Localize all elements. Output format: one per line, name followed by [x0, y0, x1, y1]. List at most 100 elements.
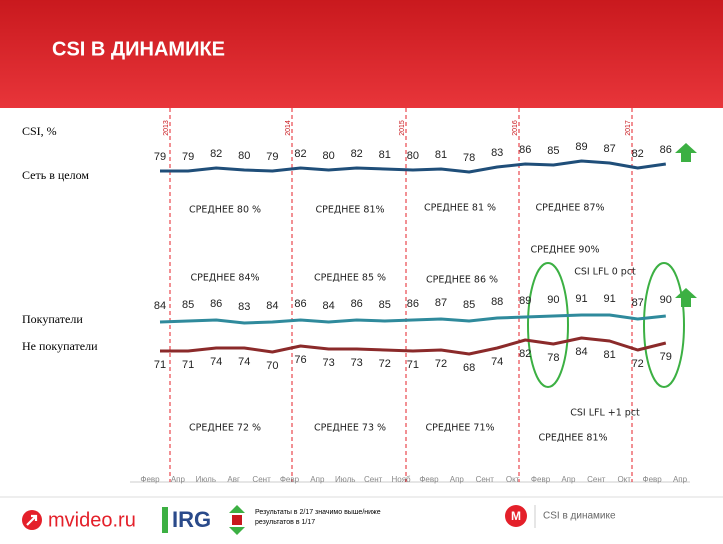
year-label: 2014 — [285, 120, 292, 136]
footnote: Результаты в 2/17 значимо выше/ниже — [255, 509, 381, 516]
x-tick-label: Нояб — [391, 475, 411, 484]
footer-caption: CSI в динамике — [543, 511, 616, 522]
up-arrow — [675, 143, 697, 162]
year-label: 2015 — [399, 120, 406, 136]
unit-label: CSI, % — [22, 124, 57, 138]
data-label: 86 — [407, 298, 419, 310]
x-tick-label: Февр — [140, 475, 160, 484]
data-label: 81 — [603, 349, 615, 361]
x-tick-label: Сент — [252, 475, 271, 484]
legend-icon — [232, 515, 242, 525]
x-tick-label: Февр — [531, 475, 551, 484]
year-label: 2016 — [512, 120, 519, 136]
data-label: 73 — [351, 357, 363, 369]
data-label: 84 — [266, 300, 278, 312]
data-label: 86 — [519, 144, 531, 156]
x-tick-label: Сент — [476, 475, 495, 484]
data-label: 89 — [575, 141, 587, 153]
up-arrow — [675, 288, 697, 307]
data-label: 87 — [603, 143, 615, 155]
data-label: 85 — [463, 299, 475, 311]
data-label: 86 — [660, 144, 672, 156]
logo-icon — [26, 514, 38, 526]
data-label: 87 — [632, 297, 644, 309]
data-label: 83 — [238, 301, 250, 313]
data-label: 85 — [379, 299, 391, 311]
data-label: 76 — [294, 354, 306, 366]
brand-icon — [505, 505, 527, 527]
data-label: 70 — [266, 360, 278, 372]
x-tick-label: Февр — [419, 475, 439, 484]
data-label: 82 — [294, 148, 306, 160]
data-label: 74 — [491, 356, 503, 368]
data-label: 74 — [238, 356, 250, 368]
data-label: 80 — [322, 150, 334, 162]
data-label: 84 — [154, 300, 166, 312]
x-tick-label: Окт — [617, 475, 631, 484]
data-label: 84 — [322, 300, 334, 312]
highlight — [527, 262, 569, 388]
slide-title: CSI В ДИНАМИКЕ — [52, 38, 225, 60]
data-label: 80 — [238, 150, 250, 162]
data-label: 81 — [379, 149, 391, 161]
data-label: 78 — [547, 352, 559, 364]
data-label: 71 — [154, 359, 166, 371]
year-label: 2013 — [163, 120, 170, 136]
annotation: СРЕДНЕЕ 90% — [530, 245, 599, 256]
x-tick-label: Февр — [280, 475, 300, 484]
data-label: 79 — [660, 351, 672, 363]
annotation: СРЕДНЕЕ 80 % — [189, 205, 261, 216]
data-label: 86 — [351, 298, 363, 310]
data-label: 86 — [294, 298, 306, 310]
annotation: CSI LFL +1 pct — [570, 408, 640, 419]
data-label: 79 — [154, 151, 166, 163]
year-label: 2017 — [625, 120, 632, 136]
data-label: 72 — [435, 358, 447, 370]
x-tick-label: Июль — [196, 475, 216, 484]
annotation: CSI LFL 0 pct — [574, 267, 636, 278]
x-tick-label: Февр — [642, 475, 662, 484]
data-label: 78 — [463, 152, 475, 164]
data-label: 82 — [210, 148, 222, 160]
legend-label: Не покупатели — [22, 339, 98, 353]
data-label: 85 — [182, 299, 194, 311]
annotation: СРЕДНЕЕ 87% — [535, 203, 604, 214]
data-label: 82 — [351, 148, 363, 160]
data-label: 74 — [210, 356, 222, 368]
series-line — [160, 336, 667, 356]
data-label: 90 — [660, 294, 672, 306]
annotation: СРЕДНЕЕ 81% — [315, 205, 384, 216]
data-label: 82 — [632, 148, 644, 160]
legend-label: Покупатели — [22, 312, 83, 326]
annotation: СРЕДНЕЕ 71% — [425, 423, 494, 434]
x-tick-label: Авг — [227, 475, 240, 484]
data-label: 80 — [407, 150, 419, 162]
x-tick-label: Апр — [673, 475, 688, 484]
data-label: 87 — [435, 297, 447, 309]
data-label: 85 — [547, 145, 559, 157]
annotation: СРЕДНЕЕ 73 % — [314, 423, 386, 434]
x-tick-label: Сент — [587, 475, 606, 484]
data-label: 88 — [491, 296, 503, 308]
x-tick-label: Апр — [171, 475, 186, 484]
annotation: СРЕДНЕЕ 86 % — [426, 275, 498, 286]
header-bar — [0, 0, 723, 108]
footnote: результатов в 1/17 — [255, 519, 315, 526]
data-label: 68 — [463, 362, 475, 374]
data-label: 72 — [632, 358, 644, 370]
annotation: СРЕДНЕЕ 81 % — [424, 203, 496, 214]
data-label: 90 — [547, 294, 559, 306]
data-label: 79 — [182, 151, 194, 163]
logo-icon — [162, 507, 168, 533]
annotation: СРЕДНЕЕ 84% — [190, 273, 259, 284]
data-label: 91 — [575, 293, 587, 305]
data-label: 82 — [519, 348, 531, 360]
series-line — [160, 159, 667, 174]
data-label: 72 — [379, 358, 391, 370]
annotation: СРЕДНЕЕ 85 % — [314, 273, 386, 284]
x-tick-label: Апр — [310, 475, 325, 484]
data-label: 81 — [435, 149, 447, 161]
annotation: СРЕДНЕЕ 81% — [538, 433, 607, 444]
data-label: 84 — [575, 346, 587, 358]
